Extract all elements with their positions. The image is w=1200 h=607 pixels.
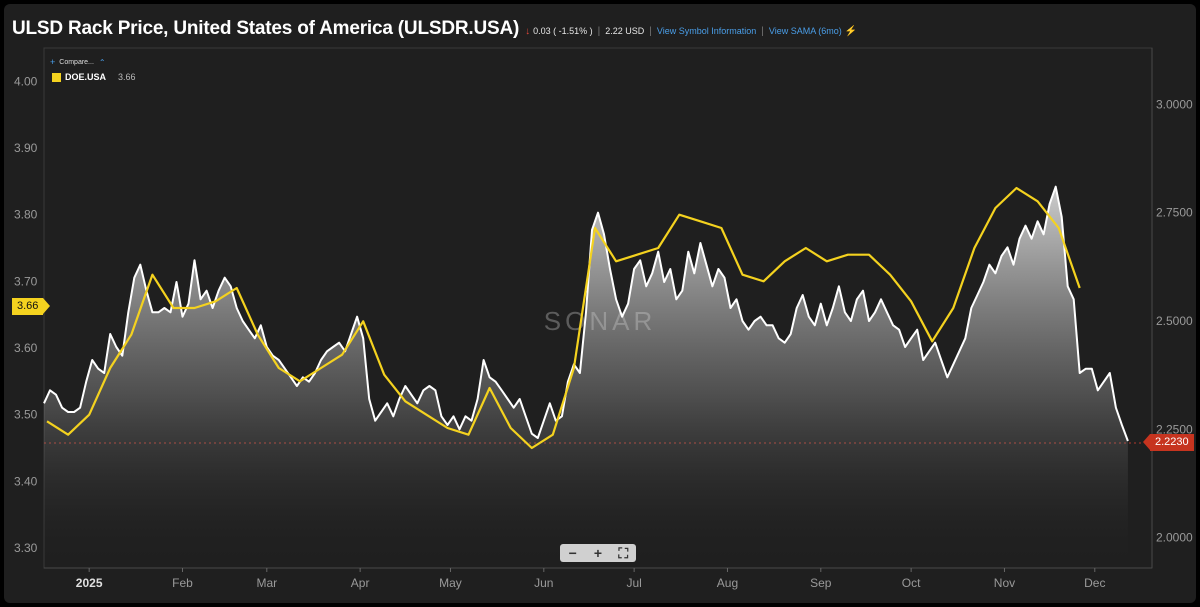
x-tick-label: Sep: [810, 576, 832, 590]
x-tick-label: Mar: [256, 576, 277, 590]
lightning-icon[interactable]: ⚡: [844, 26, 858, 37]
legend-item-doe[interactable]: DOE.USA 3.66: [52, 72, 136, 82]
zoom-out-button[interactable]: −: [568, 545, 577, 561]
left-tick-label: 3.70: [14, 274, 38, 288]
right-tick-label: 2.2500: [1156, 422, 1193, 436]
x-tick-label: Aug: [717, 576, 738, 590]
right-axis: 3.0000 2.7500 2.5000 2.2500 2.0000: [1156, 97, 1193, 544]
chart-title: ULSD Rack Price, United States of Americ…: [12, 18, 520, 39]
view-symbol-link[interactable]: View Symbol Information: [656, 26, 757, 36]
zoom-in-button[interactable]: +: [593, 545, 603, 561]
down-arrow-icon: ↓: [525, 26, 531, 37]
left-tick-label: 3.90: [14, 141, 38, 155]
x-tick-label: Dec: [1084, 576, 1105, 590]
zoom-controls: − + ⛶: [560, 544, 636, 562]
x-tick-label: Apr: [351, 576, 370, 590]
doe-series-line[interactable]: [46, 186, 1081, 450]
x-tick-label: May: [439, 576, 462, 590]
chevron-up-icon: ⌃: [98, 57, 106, 67]
x-tick-label: 2025: [76, 576, 103, 590]
left-tick-label: 4.00: [14, 74, 38, 88]
doe-last-value-badge: 3.66: [12, 298, 51, 315]
ulsd-series-line[interactable]: [43, 185, 1129, 442]
x-tick-label: Jul: [626, 576, 641, 590]
ulsd-last-value-badge: 2.2230: [1143, 434, 1194, 451]
divider: |: [649, 26, 652, 37]
right-tick-label: 2.5000: [1156, 314, 1193, 328]
compare-button[interactable]: + Compare... ⌃: [50, 57, 106, 67]
plus-icon: +: [50, 57, 56, 67]
x-tick-label: Nov: [994, 576, 1015, 590]
view-sama-link[interactable]: View SAMA (6mo): [768, 26, 842, 36]
left-tick-label: 3.80: [14, 208, 38, 222]
x-axis: 2025 Feb Mar Apr May Jun Jul Aug Sep Oct Nov Dec: [76, 568, 1105, 590]
right-tick-label: 2.0000: [1156, 531, 1193, 545]
divider: |: [761, 26, 764, 37]
x-tick-label: Jun: [534, 576, 553, 590]
ulsd-area-fill: [44, 186, 1128, 568]
legend-name: DOE.USA: [65, 72, 107, 82]
x-tick-label: Feb: [172, 576, 193, 590]
right-tick-label: 3.0000: [1156, 97, 1193, 111]
divider: |: [597, 26, 601, 37]
left-tick-label: 3.50: [14, 408, 38, 422]
left-axis: 4.00 3.90 3.80 3.70 3.60 3.50 3.40 3.30: [14, 74, 38, 555]
left-tick-label: 3.40: [14, 474, 38, 488]
legend-value: 3.66: [118, 72, 136, 82]
price-change: 0.03 ( -1.51% ): [533, 26, 593, 36]
x-tick-label: Oct: [902, 576, 921, 590]
legend-swatch: [52, 72, 61, 82]
compare-label: Compare...: [59, 58, 94, 66]
chart-header: ULSD Rack Price, United States of Americ…: [12, 18, 857, 40]
left-tick-label: 3.60: [14, 341, 38, 355]
left-tick-label: 3.30: [14, 541, 38, 555]
right-tick-label: 2.7500: [1156, 206, 1193, 220]
last-price: 2.22 USD: [605, 26, 645, 36]
fit-screen-icon[interactable]: ⛶: [618, 545, 629, 561]
